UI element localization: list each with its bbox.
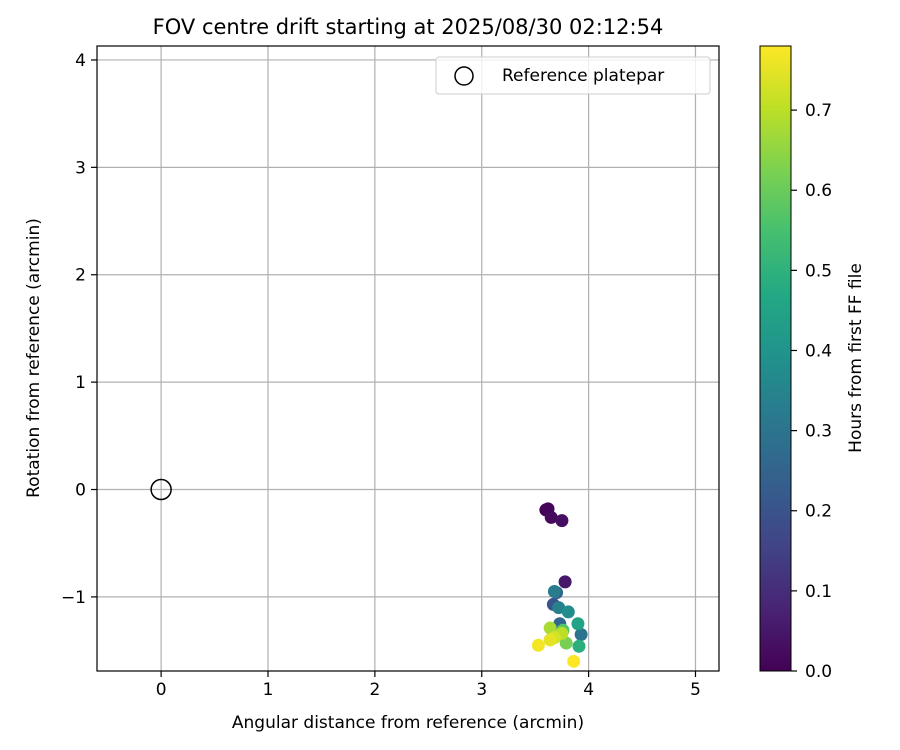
- data-point: [567, 654, 581, 668]
- colorbar: 0.0 0.1 0.2 0.3 0.4 0.5 0.6 0.7 Hours from firs…: [759, 45, 866, 682]
- x-tick-label: 1: [263, 680, 274, 700]
- colorbar-gradient: [759, 45, 792, 672]
- grid-lines: [97, 46, 719, 671]
- y-tick-label: 4: [75, 51, 86, 71]
- y-tick-label: 1: [75, 373, 86, 393]
- colorbar-label: Hours from first FF file: [846, 263, 866, 453]
- colorbar-ticks: 0.0 0.1 0.2 0.3 0.4 0.5 0.6 0.7: [791, 101, 832, 682]
- colorbar-tick-label: 0.7: [805, 101, 832, 121]
- y-tick-label: 3: [75, 158, 86, 178]
- x-axis-ticks: 0 1 2 3 4 5: [156, 671, 701, 700]
- x-tick-label: 0: [156, 680, 167, 700]
- data-point: [544, 510, 558, 524]
- colorbar-tick-label: 0.6: [805, 181, 832, 201]
- data-point: [531, 638, 545, 652]
- colorbar-tick-label: 0.5: [805, 261, 832, 281]
- colorbar-tick-label: 0.3: [805, 422, 832, 442]
- colorbar-tick-label: 0.4: [805, 341, 832, 361]
- y-tick-label: 2: [75, 266, 86, 286]
- data-point: [558, 575, 572, 589]
- plot-frame: [96, 45, 720, 672]
- y-axis-ticks: −1 0 1 2 3 4: [61, 51, 97, 608]
- y-tick-label: −1: [61, 588, 86, 608]
- x-tick-label: 4: [583, 680, 594, 700]
- reference-marker: [150, 478, 172, 501]
- data-point: [572, 639, 586, 653]
- y-tick-label: 0: [75, 481, 86, 501]
- data-point: [543, 633, 557, 647]
- colorbar-tick-label: 0.2: [805, 502, 832, 522]
- legend: Reference platepar: [435, 56, 711, 95]
- plot-area: 0 1 2 3 4 5 −1 0 1 2 3 4: [61, 45, 720, 700]
- data-points: [531, 502, 588, 668]
- legend-label: Reference platepar: [502, 66, 664, 86]
- legend-marker-icon: [454, 66, 474, 86]
- chart-title: FOV centre drift starting at 2025/08/30 …: [153, 15, 664, 39]
- colorbar-tick-label: 0.0: [805, 662, 832, 682]
- x-tick-label: 2: [369, 680, 380, 700]
- x-tick-label: 5: [690, 680, 701, 700]
- x-axis-label: Angular distance from reference (arcmin): [232, 713, 584, 733]
- data-point: [555, 514, 569, 528]
- legend-box: [435, 56, 711, 95]
- x-tick-label: 3: [476, 680, 487, 700]
- data-point: [547, 585, 561, 599]
- y-axis-label: Rotation from reference (arcmin): [24, 218, 44, 498]
- data-point: [574, 627, 588, 641]
- colorbar-tick-label: 0.1: [805, 582, 832, 602]
- data-point: [561, 605, 575, 619]
- data-point: [571, 617, 585, 631]
